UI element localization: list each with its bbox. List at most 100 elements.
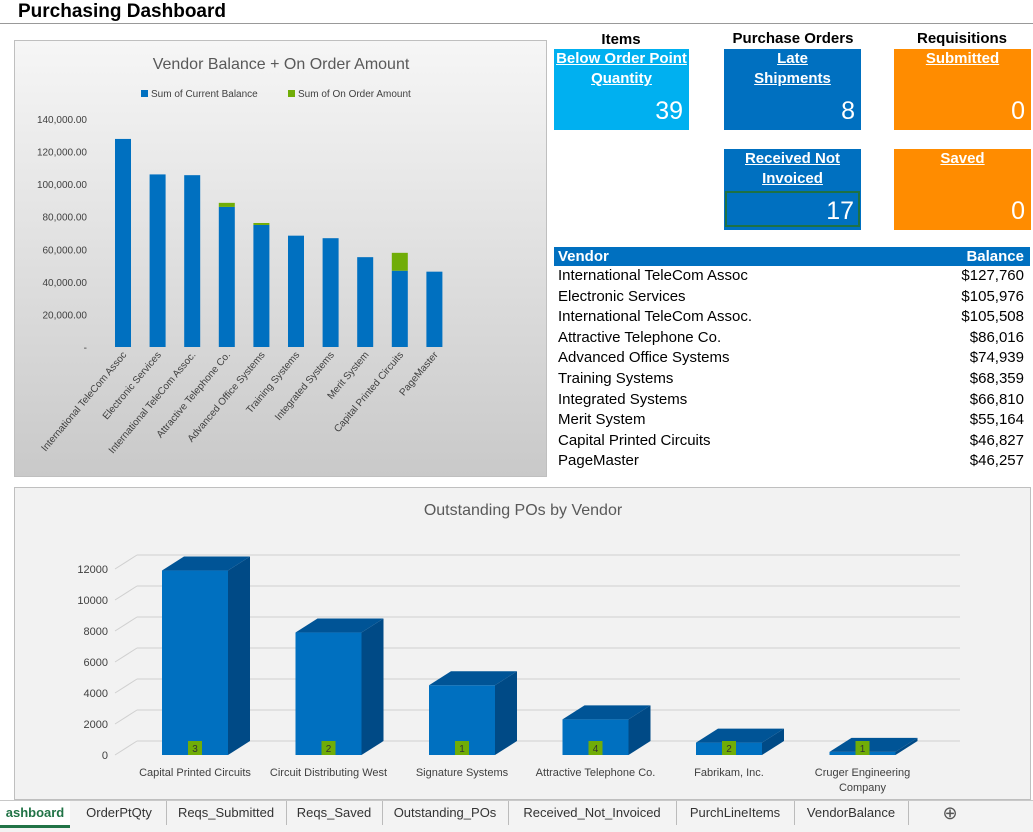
y-tick-label: 60,000.00 <box>43 245 88 256</box>
data-label-box <box>855 741 870 755</box>
balance-bar <box>184 175 201 347</box>
vendor-name: International TeleCom Assoc <box>558 267 748 284</box>
tab-outstanding-pos[interactable]: Outstanding_POs <box>382 801 509 825</box>
balance-bar <box>115 138 131 347</box>
vendor-column-header: Vendor <box>558 248 609 265</box>
po-bar-side <box>361 618 384 755</box>
received-not-invoiced-label[interactable]: Received Not Invoiced <box>744 150 841 187</box>
requisitions-header: Requisitions <box>916 30 1007 47</box>
po-bar-top <box>829 737 918 752</box>
vendor-balance-chart-svg: Vendor Balance + On Order Amount Sum of C… <box>37 56 443 456</box>
purchase-orders-header: Purchase Orders <box>732 30 854 47</box>
data-label-box <box>188 741 202 755</box>
y-tick-label: 80,000.00 <box>43 213 88 224</box>
vendor-balance: $46,827 <box>969 431 1024 449</box>
balance-bar <box>218 206 235 347</box>
y-tick-label: 12000 <box>77 564 108 576</box>
received-not-invoiced-value[interactable]: 17 <box>725 191 860 227</box>
tab-vendorbalance[interactable]: VendorBalance <box>794 801 909 825</box>
po-bar-side <box>495 671 517 755</box>
x-category-label: Circuit Distributing West <box>270 767 387 779</box>
tab-reqs-saved[interactable]: Reqs_Saved <box>286 801 383 825</box>
balance-bar <box>426 271 443 347</box>
table-row: International TeleCom Assoc $127,760 <box>554 266 1030 287</box>
plus-circle-icon[interactable]: ⊕ <box>942 803 958 823</box>
vendor-name: Attractive Telephone Co. <box>558 328 722 346</box>
page-title: Purchasing Dashboard <box>0 0 1033 24</box>
table-row: PageMaster $46,257 <box>554 451 1030 472</box>
saved-tile[interactable]: Saved 0 <box>894 149 1031 230</box>
x-category-label: Attractive Telephone Co. <box>536 767 656 779</box>
tab-orderptqty[interactable]: OrderPtQty <box>72 801 167 825</box>
below-order-point-label[interactable]: Below Order Point Quantity <box>556 50 687 87</box>
x-category-label: Fabrikam, Inc. <box>694 767 764 779</box>
gridline-side <box>114 616 138 632</box>
data-label: 2 <box>726 744 732 755</box>
po-bar-front <box>162 570 228 755</box>
on-order-bar <box>391 252 408 271</box>
vendor-name: Training Systems <box>558 369 674 387</box>
po-bar-top <box>429 671 517 686</box>
balance-bar <box>149 174 166 347</box>
tab-received-not-invoiced[interactable]: Received_Not_Invoiced <box>508 801 677 825</box>
saved-value: 0 <box>1011 197 1025 225</box>
x-category-label: Capital Printed Circuits <box>332 350 406 435</box>
gridline-side <box>114 585 138 601</box>
y-tick-label: 2000 <box>84 719 108 731</box>
vendor-balance: $55,164 <box>969 411 1024 429</box>
vendor-balance: $68,359 <box>969 369 1024 387</box>
data-label: 2 <box>326 744 332 755</box>
legend-entry: Sum of On Order Amount <box>298 89 411 100</box>
vendor-balance: $66,810 <box>969 390 1024 408</box>
po-bar-side <box>762 728 784 755</box>
items-header: Items <box>601 31 641 48</box>
vendor-balance: $74,939 <box>969 349 1024 367</box>
below-order-point-value: 39 <box>655 97 683 125</box>
po-bar-front <box>295 632 362 755</box>
tab-purchlineitems[interactable]: PurchLineItems <box>676 801 795 825</box>
vendor-name: Integrated Systems <box>558 390 688 408</box>
legend-entry: Sum of Current Balance <box>151 89 258 100</box>
on-order-bar <box>218 202 235 207</box>
tab-dashboard[interactable]: ashboard <box>0 801 70 828</box>
chart-title: Outstanding POs by Vendor <box>424 502 623 519</box>
vendor-balance-table: Vendor Balance International TeleCom Ass… <box>554 247 1030 472</box>
submitted-value: 0 <box>1011 97 1025 125</box>
legend-swatch <box>141 90 148 97</box>
gridline-side <box>114 740 138 756</box>
table-row: Capital Printed Circuits $46,827 <box>554 431 1030 452</box>
y-tick-label: 8000 <box>84 626 108 638</box>
outstanding-pos-chart[interactable]: Outstanding POs by Vendor 0 2000 4000 6000 80… <box>14 487 1031 800</box>
x-category-label: Cruger Engineering <box>815 767 910 779</box>
balance-bar <box>253 224 270 347</box>
table-row: Advanced Office Systems $74,939 <box>554 348 1030 369</box>
late-shipments-value: 8 <box>841 97 855 125</box>
po-bar-side <box>228 556 250 755</box>
data-label: 3 <box>192 744 198 755</box>
late-shipments-tile[interactable]: Late Shipments 8 <box>724 49 861 130</box>
data-label: 1 <box>459 744 465 755</box>
below-order-point-tile[interactable]: Below Order Point Quantity 39 <box>554 49 689 130</box>
vendor-name: International TeleCom Assoc. <box>558 308 752 326</box>
tab-reqs-submitted[interactable]: Reqs_Submitted <box>166 801 287 825</box>
vendor-balance: $46,257 <box>969 452 1024 470</box>
vendor-balance: $105,508 <box>961 308 1024 326</box>
received-not-invoiced-tile[interactable]: Received Not Invoiced 17 <box>724 149 861 230</box>
submitted-label[interactable]: Submitted <box>925 50 1000 67</box>
po-bar-top <box>295 618 384 633</box>
vendor-balance-chart[interactable]: Vendor Balance + On Order Amount Sum of C… <box>14 40 547 477</box>
vendor-name: Electronic Services <box>558 287 686 305</box>
x-category-label: Signature Systems <box>416 767 509 779</box>
po-bar-top <box>162 556 250 571</box>
y-tick-label: 4000 <box>84 688 108 700</box>
po-bar-side <box>628 705 651 755</box>
submitted-tile[interactable]: Submitted 0 <box>894 49 1031 130</box>
late-shipments-label[interactable]: Late Shipments <box>754 50 831 87</box>
legend-swatch <box>288 90 295 97</box>
vendor-balance: $86,016 <box>969 328 1024 346</box>
po-bar-top <box>562 705 651 720</box>
table-header: Vendor Balance <box>554 247 1030 266</box>
vendor-name: Capital Printed Circuits <box>558 431 711 449</box>
table-row: Integrated Systems $66,810 <box>554 390 1030 411</box>
balance-bar <box>357 257 374 347</box>
